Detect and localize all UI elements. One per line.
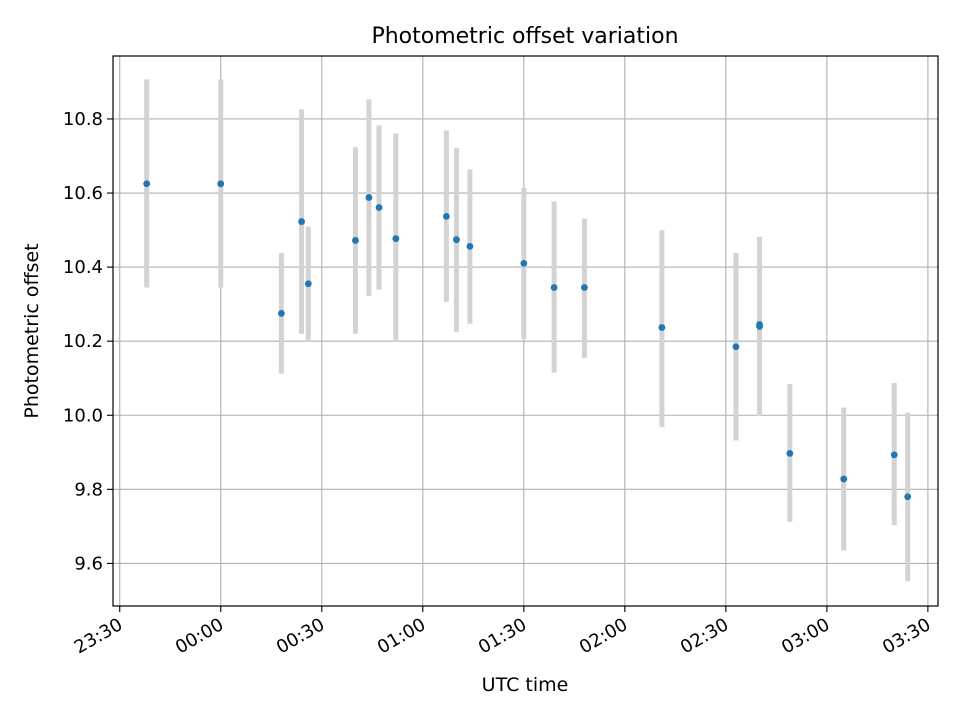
data-point (904, 493, 912, 501)
plot-frame (112, 55, 939, 607)
y-tick-label: 10.2 (63, 331, 103, 352)
data-point (453, 236, 460, 244)
data-point (550, 284, 558, 291)
data-point (298, 218, 305, 225)
y-tick-label: 9.6 (74, 553, 103, 574)
data-point (392, 235, 400, 242)
chart-title: Photometric offset variation (371, 24, 678, 49)
data-point (658, 324, 666, 331)
data-point (375, 204, 383, 211)
data-point (840, 475, 848, 483)
y-tick-label: 9.8 (74, 479, 103, 500)
y-tick-label: 10.0 (63, 405, 103, 426)
data-point (277, 310, 285, 317)
data-point (143, 180, 151, 188)
data-point (352, 237, 359, 244)
data-point (217, 180, 225, 188)
data-point (520, 260, 528, 267)
y-tick-label: 10.4 (63, 257, 103, 278)
y-tick-label: 10.6 (63, 183, 103, 204)
data-point (365, 194, 373, 201)
data-point (304, 280, 312, 288)
data-point (581, 284, 588, 291)
y-tick-label: 10.8 (63, 109, 103, 130)
data-point (732, 343, 740, 351)
data-point (890, 451, 898, 459)
data-point (756, 321, 763, 328)
data-point (786, 450, 794, 457)
data-point (442, 212, 450, 220)
data-point (466, 242, 474, 250)
data-points (143, 180, 912, 501)
y-axis-label: Photometric offset (21, 243, 43, 418)
y-axis: 9.6 9.8 10.0 10.2 10.4 10.6 10.8 (63, 109, 113, 574)
x-axis-label: UTC time (482, 674, 569, 696)
